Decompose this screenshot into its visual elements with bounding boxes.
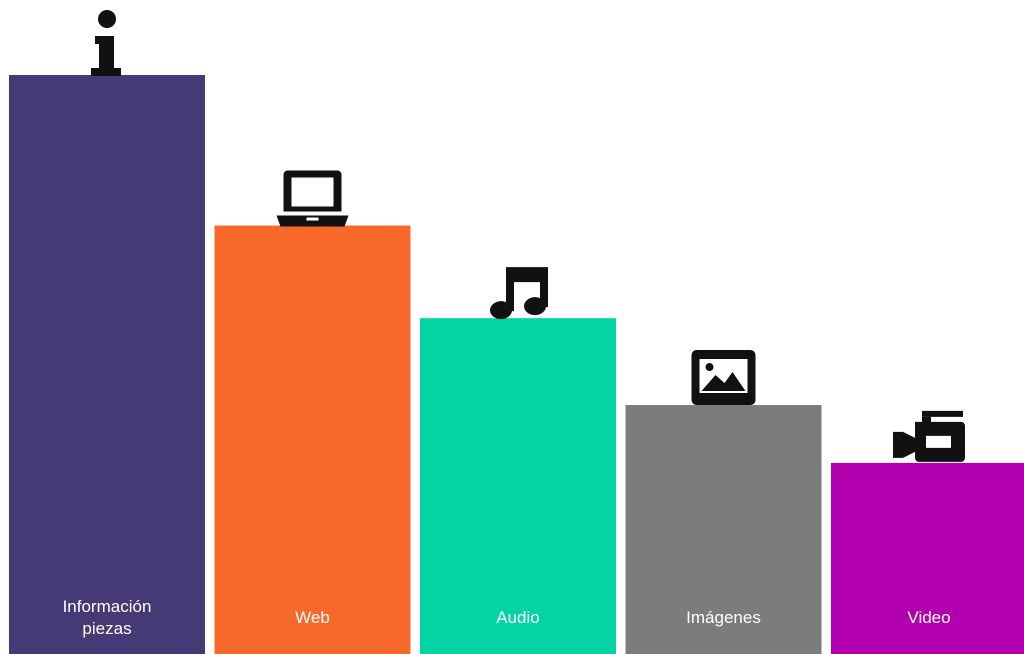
tick-label-line: Imágenes	[686, 608, 761, 627]
tick-label-2: Audio	[496, 608, 539, 627]
bars-layer	[9, 75, 1024, 654]
bar-2	[420, 318, 616, 654]
bar-1	[214, 225, 411, 654]
tick-label-4: Video	[907, 608, 950, 627]
icons-layer	[91, 10, 965, 462]
image-icon	[691, 350, 756, 406]
tick-label-line: Video	[907, 608, 950, 627]
tick-label-1: Web	[295, 608, 330, 627]
tick-label-line: Web	[295, 608, 330, 627]
tick-label-0: Información piezas	[63, 597, 152, 638]
tick-label-line: Audio	[496, 608, 539, 627]
tick-label-line: Información	[63, 597, 152, 616]
tick-label-3: Imágenes	[686, 608, 761, 627]
video-camera-icon	[893, 410, 965, 462]
labels-layer: Información piezas Web Audio Imágenes Video	[63, 597, 951, 638]
bar-3	[625, 405, 822, 654]
bar-4	[831, 462, 1024, 654]
tick-label-line: piezas	[82, 619, 131, 638]
laptop-icon	[276, 170, 349, 227]
info-icon	[91, 10, 121, 76]
music-note-icon	[490, 267, 548, 320]
bar-0	[9, 75, 205, 654]
